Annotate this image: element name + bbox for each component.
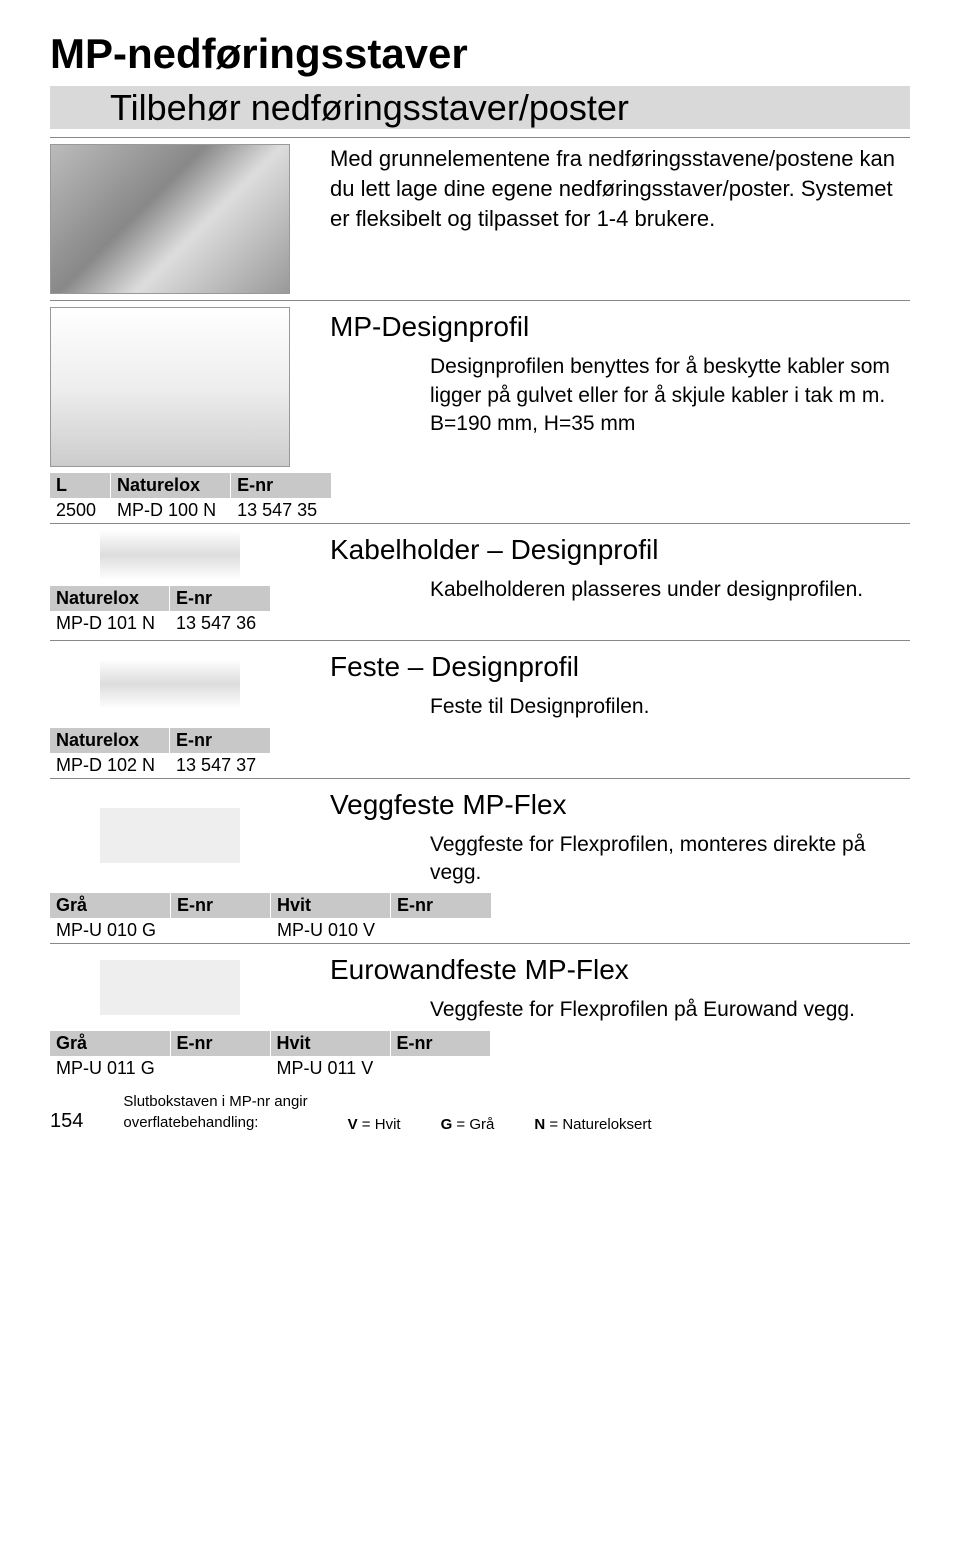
legend-key: G — [441, 1116, 453, 1133]
cell: MP-D 100 N — [111, 498, 231, 523]
col-header: E-nr — [170, 1031, 270, 1056]
section-eurowand: Eurowandfeste MP-Flex Veggfeste for Flex… — [50, 944, 910, 1028]
designprofil-body: Designprofilen benyttes for å beskytte k… — [330, 353, 910, 438]
legend-val: Natureloksert — [562, 1116, 651, 1133]
veggfeste-body: Veggfeste for Flexprofilen, monteres dir… — [330, 831, 910, 888]
eurowand-table: Grå E-nr Hvit E-nr MP-U 011 G MP-U 011 V — [50, 1031, 490, 1081]
eurowand-heading: Eurowandfeste MP-Flex — [330, 954, 910, 986]
eurowand-text: Eurowandfeste MP-Flex Veggfeste for Flex… — [310, 950, 910, 1024]
feste-body: Feste til Designprofilen. — [330, 693, 910, 721]
veggfeste-text: Veggfeste MP-Flex Veggfeste for Flexprof… — [310, 785, 910, 888]
eurowand-table-wrap: Grå E-nr Hvit E-nr MP-U 011 G MP-U 011 V — [50, 1031, 910, 1081]
veggfeste-table: Grå E-nr Hvit E-nr MP-U 010 G MP-U 010 V — [50, 893, 491, 943]
intro-row: Med grunnelementene fra nedføringsstaven… — [50, 138, 910, 300]
pedestal-photo — [50, 307, 290, 467]
feste-text: Feste – Designprofil Feste til Designpro… — [310, 647, 910, 721]
eurowand-thumb-col — [50, 950, 310, 1024]
table-row: 2500 MP-D 100 N 13 547 35 — [50, 498, 331, 523]
cell: MP-D 102 N — [50, 753, 170, 778]
legend-kv: N = Natureloksert — [534, 1116, 651, 1133]
cell: 13 547 35 — [231, 498, 332, 523]
cell: 13 547 37 — [170, 753, 271, 778]
cell: 13 547 36 — [170, 611, 271, 636]
col-header: Grå — [50, 1031, 170, 1056]
kabelholder-table: Naturelox E-nr MP-D 101 N 13 547 36 — [50, 586, 270, 636]
table-row: MP-D 102 N 13 547 37 — [50, 753, 270, 778]
legend-line1: Slutbokstaven i MP-nr angir — [123, 1093, 307, 1110]
table-row: MP-D 101 N 13 547 36 — [50, 611, 270, 636]
col-header: E-nr — [391, 893, 491, 918]
col-header: E-nr — [231, 473, 332, 498]
cell: MP-D 101 N — [50, 611, 170, 636]
cell — [171, 918, 271, 943]
cell: 2500 — [50, 498, 111, 523]
intro-photo-col — [50, 144, 310, 294]
designprofil-heading: MP-Designprofil — [330, 311, 910, 343]
eurowand-body: Veggfeste for Flexprofilen på Eurowand v… — [330, 996, 910, 1024]
col-header: Naturelox — [111, 473, 231, 498]
col-header: Naturelox — [50, 586, 170, 611]
cell: MP-U 011 V — [270, 1056, 390, 1081]
kabelholder-thumb-col: Naturelox E-nr MP-D 101 N 13 547 36 — [50, 530, 310, 636]
footer-legend: Slutbokstaven i MP-nr angir overflatebeh… — [123, 1091, 307, 1133]
legend-val: Grå — [469, 1116, 494, 1133]
section-feste: Feste – Designprofil Feste til Designpro… — [50, 641, 910, 725]
veggfeste-heading: Veggfeste MP-Flex — [330, 789, 910, 821]
section-veggfeste: Veggfeste MP-Flex Veggfeste for Flexprof… — [50, 779, 910, 892]
kabelholder-table-wrap: Naturelox E-nr MP-D 101 N 13 547 36 — [50, 586, 270, 636]
footer: 154 Slutbokstaven i MP-nr angir overflat… — [50, 1091, 910, 1133]
legend-line2: overflatebehandling: — [123, 1114, 258, 1131]
col-header: Naturelox — [50, 728, 170, 753]
kabelholder-body: Kabelholderen plasseres under designprof… — [330, 576, 910, 604]
designprofil-photo-col — [50, 307, 310, 467]
section-kabelholder: Naturelox E-nr MP-D 101 N 13 547 36 Kabe… — [50, 524, 910, 640]
cell: MP-U 010 G — [50, 918, 171, 943]
feste-thumb-col — [50, 647, 310, 721]
kabelholder-heading: Kabelholder – Designprofil — [330, 534, 910, 566]
cell: MP-U 010 V — [271, 918, 391, 943]
veggfeste-table-wrap: Grå E-nr Hvit E-nr MP-U 010 G MP-U 010 V — [50, 893, 910, 943]
legend-key: V — [348, 1116, 358, 1133]
intro-text: Med grunnelementene fra nedføringsstaven… — [310, 144, 910, 294]
col-header: E-nr — [170, 728, 271, 753]
designprofil-table-wrap: L Naturelox E-nr 2500 MP-D 100 N 13 547 … — [50, 473, 910, 523]
eurowand-thumb — [100, 960, 240, 1015]
cell — [170, 1056, 270, 1081]
col-header: Hvit — [271, 893, 391, 918]
subtitle-band: Tilbehør nedføringsstaver/poster — [50, 86, 910, 129]
col-header: E-nr — [171, 893, 271, 918]
legend-key: N — [534, 1116, 545, 1133]
kabelholder-thumb — [100, 530, 240, 580]
table-row: MP-U 011 G MP-U 011 V — [50, 1056, 490, 1081]
page-title: MP-nedføringsstaver — [50, 30, 910, 78]
legend-val: Hvit — [375, 1116, 401, 1133]
col-header: L — [50, 473, 111, 498]
legend-kv: G = Grå — [441, 1116, 495, 1133]
page-number: 154 — [50, 1110, 83, 1133]
col-header: E-nr — [390, 1031, 490, 1056]
section-designprofil: MP-Designprofil Designprofilen benyttes … — [50, 301, 910, 471]
legend-kv: V = Hvit — [348, 1116, 401, 1133]
col-header: Grå — [50, 893, 171, 918]
cell: MP-U 011 G — [50, 1056, 170, 1081]
col-header: Hvit — [270, 1031, 390, 1056]
cell — [390, 1056, 490, 1081]
feste-thumb — [100, 659, 240, 709]
designprofil-table: L Naturelox E-nr 2500 MP-D 100 N 13 547 … — [50, 473, 331, 523]
office-photo — [50, 144, 290, 294]
kabelholder-text: Kabelholder – Designprofil Kabelholderen… — [310, 530, 910, 636]
col-header: E-nr — [170, 586, 271, 611]
veggfeste-thumb-col — [50, 785, 310, 888]
cell — [391, 918, 491, 943]
subtitle: Tilbehør nedføringsstaver/poster — [50, 86, 910, 129]
feste-heading: Feste – Designprofil — [330, 651, 910, 683]
feste-table-wrap: Naturelox E-nr MP-D 102 N 13 547 37 — [50, 728, 910, 778]
veggfeste-thumb — [100, 808, 240, 863]
designprofil-text: MP-Designprofil Designprofilen benyttes … — [310, 307, 910, 467]
feste-table: Naturelox E-nr MP-D 102 N 13 547 37 — [50, 728, 270, 778]
table-row: MP-U 010 G MP-U 010 V — [50, 918, 491, 943]
